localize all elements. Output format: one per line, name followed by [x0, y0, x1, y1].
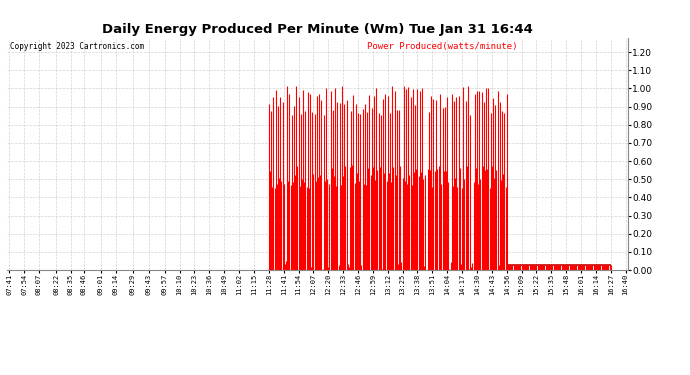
- Text: Copyright 2023 Cartronics.com: Copyright 2023 Cartronics.com: [10, 42, 144, 51]
- Text: Power Produced(watts/minute): Power Produced(watts/minute): [367, 42, 518, 51]
- Title: Daily Energy Produced Per Minute (Wm) Tue Jan 31 16:44: Daily Energy Produced Per Minute (Wm) Tu…: [102, 23, 533, 36]
